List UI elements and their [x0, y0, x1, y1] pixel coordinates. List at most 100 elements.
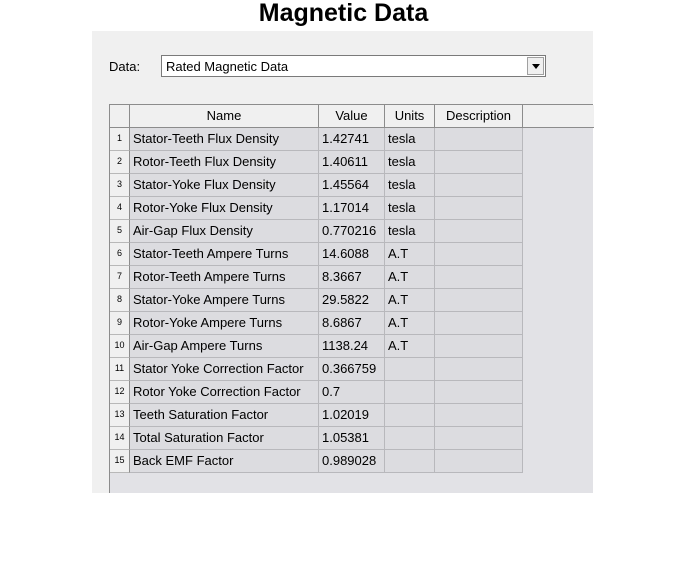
table-row[interactable]: 6 Stator-Teeth Ampere Turns 14.6088 A.T [110, 243, 523, 266]
description-cell[interactable] [435, 243, 523, 266]
table-row[interactable]: 2 Rotor-Teeth Flux Density 1.40611 tesla [110, 151, 523, 174]
name-cell[interactable]: Rotor Yoke Correction Factor [130, 381, 319, 404]
magnetic-data-table: Name Value Units Description 1 Stator-Tee… [109, 104, 594, 493]
description-cell[interactable] [435, 450, 523, 473]
units-cell[interactable]: A.T [385, 335, 435, 358]
units-cell[interactable] [385, 358, 435, 381]
description-cell[interactable] [435, 174, 523, 197]
description-cell[interactable] [435, 289, 523, 312]
column-header-name[interactable]: Name [130, 105, 319, 127]
data-selector-dropdown[interactable]: Rated Magnetic Data [161, 55, 546, 77]
table-row[interactable]: 5 Air-Gap Flux Density 0.770216 tesla [110, 220, 523, 243]
name-cell[interactable]: Stator-Teeth Ampere Turns [130, 243, 319, 266]
value-cell[interactable]: 0.7 [319, 381, 385, 404]
name-cell[interactable]: Rotor-Yoke Flux Density [130, 197, 319, 220]
table-row[interactable]: 14 Total Saturation Factor 1.05381 [110, 427, 523, 450]
row-number-header[interactable] [110, 105, 130, 127]
name-cell[interactable]: Stator Yoke Correction Factor [130, 358, 319, 381]
table-row[interactable]: 10 Air-Gap Ampere Turns 1138.24 A.T [110, 335, 523, 358]
row-number[interactable]: 5 [110, 220, 130, 243]
units-cell[interactable]: tesla [385, 128, 435, 151]
row-number[interactable]: 2 [110, 151, 130, 174]
row-number[interactable]: 4 [110, 197, 130, 220]
column-header-units[interactable]: Units [385, 105, 435, 127]
value-cell[interactable]: 1.17014 [319, 197, 385, 220]
column-header-description[interactable]: Description [435, 105, 523, 127]
description-cell[interactable] [435, 128, 523, 151]
value-cell[interactable]: 1.40611 [319, 151, 385, 174]
name-cell[interactable]: Stator-Teeth Flux Density [130, 128, 319, 151]
row-number[interactable]: 10 [110, 335, 130, 358]
row-number[interactable]: 1 [110, 128, 130, 151]
row-number[interactable]: 14 [110, 427, 130, 450]
row-number[interactable]: 15 [110, 450, 130, 473]
table-row[interactable]: 1 Stator-Teeth Flux Density 1.42741 tesla [110, 128, 523, 151]
row-number[interactable]: 6 [110, 243, 130, 266]
value-cell[interactable]: 1.42741 [319, 128, 385, 151]
table-row[interactable]: 4 Rotor-Yoke Flux Density 1.17014 tesla [110, 197, 523, 220]
description-cell[interactable] [435, 312, 523, 335]
name-cell[interactable]: Teeth Saturation Factor [130, 404, 319, 427]
value-cell[interactable]: 1.05381 [319, 427, 385, 450]
value-cell[interactable]: 14.6088 [319, 243, 385, 266]
units-cell[interactable] [385, 427, 435, 450]
table-row[interactable]: 9 Rotor-Yoke Ampere Turns 8.6867 A.T [110, 312, 523, 335]
units-cell[interactable]: A.T [385, 289, 435, 312]
name-cell[interactable]: Air-Gap Ampere Turns [130, 335, 319, 358]
column-header-value[interactable]: Value [319, 105, 385, 127]
description-cell[interactable] [435, 335, 523, 358]
table-row[interactable]: 3 Stator-Yoke Flux Density 1.45564 tesla [110, 174, 523, 197]
row-number[interactable]: 3 [110, 174, 130, 197]
value-cell[interactable]: 29.5822 [319, 289, 385, 312]
value-cell[interactable]: 8.6867 [319, 312, 385, 335]
table-row[interactable]: 7 Rotor-Teeth Ampere Turns 8.3667 A.T [110, 266, 523, 289]
units-cell[interactable]: tesla [385, 197, 435, 220]
table-row[interactable]: 12 Rotor Yoke Correction Factor 0.7 [110, 381, 523, 404]
row-number[interactable]: 13 [110, 404, 130, 427]
units-cell[interactable]: tesla [385, 151, 435, 174]
units-cell[interactable]: tesla [385, 220, 435, 243]
units-cell[interactable] [385, 450, 435, 473]
row-number[interactable]: 8 [110, 289, 130, 312]
data-selector-value: Rated Magnetic Data [166, 59, 289, 74]
row-number[interactable]: 11 [110, 358, 130, 381]
description-cell[interactable] [435, 151, 523, 174]
name-cell[interactable]: Stator-Yoke Flux Density [130, 174, 319, 197]
name-cell[interactable]: Back EMF Factor [130, 450, 319, 473]
table-row[interactable]: 8 Stator-Yoke Ampere Turns 29.5822 A.T [110, 289, 523, 312]
table-row[interactable]: 13 Teeth Saturation Factor 1.02019 [110, 404, 523, 427]
description-cell[interactable] [435, 197, 523, 220]
row-number[interactable]: 7 [110, 266, 130, 289]
value-cell[interactable]: 0.989028 [319, 450, 385, 473]
value-cell[interactable]: 0.770216 [319, 220, 385, 243]
description-cell[interactable] [435, 404, 523, 427]
table-header: Name Value Units Description [110, 105, 594, 128]
units-cell[interactable]: A.T [385, 266, 435, 289]
name-cell[interactable]: Rotor-Yoke Ampere Turns [130, 312, 319, 335]
chevron-down-icon[interactable] [527, 57, 544, 75]
name-cell[interactable]: Total Saturation Factor [130, 427, 319, 450]
value-cell[interactable]: 8.3667 [319, 266, 385, 289]
table-row[interactable]: 11 Stator Yoke Correction Factor 0.366759 [110, 358, 523, 381]
value-cell[interactable]: 1.45564 [319, 174, 385, 197]
description-cell[interactable] [435, 266, 523, 289]
description-cell[interactable] [435, 427, 523, 450]
name-cell[interactable]: Rotor-Teeth Ampere Turns [130, 266, 319, 289]
table-row[interactable]: 15 Back EMF Factor 0.989028 [110, 450, 523, 473]
units-cell[interactable] [385, 404, 435, 427]
row-number[interactable]: 9 [110, 312, 130, 335]
description-cell[interactable] [435, 220, 523, 243]
units-cell[interactable]: tesla [385, 174, 435, 197]
units-cell[interactable] [385, 381, 435, 404]
value-cell[interactable]: 1138.24 [319, 335, 385, 358]
value-cell[interactable]: 0.366759 [319, 358, 385, 381]
description-cell[interactable] [435, 381, 523, 404]
name-cell[interactable]: Stator-Yoke Ampere Turns [130, 289, 319, 312]
name-cell[interactable]: Air-Gap Flux Density [130, 220, 319, 243]
row-number[interactable]: 12 [110, 381, 130, 404]
units-cell[interactable]: A.T [385, 312, 435, 335]
name-cell[interactable]: Rotor-Teeth Flux Density [130, 151, 319, 174]
units-cell[interactable]: A.T [385, 243, 435, 266]
description-cell[interactable] [435, 358, 523, 381]
value-cell[interactable]: 1.02019 [319, 404, 385, 427]
